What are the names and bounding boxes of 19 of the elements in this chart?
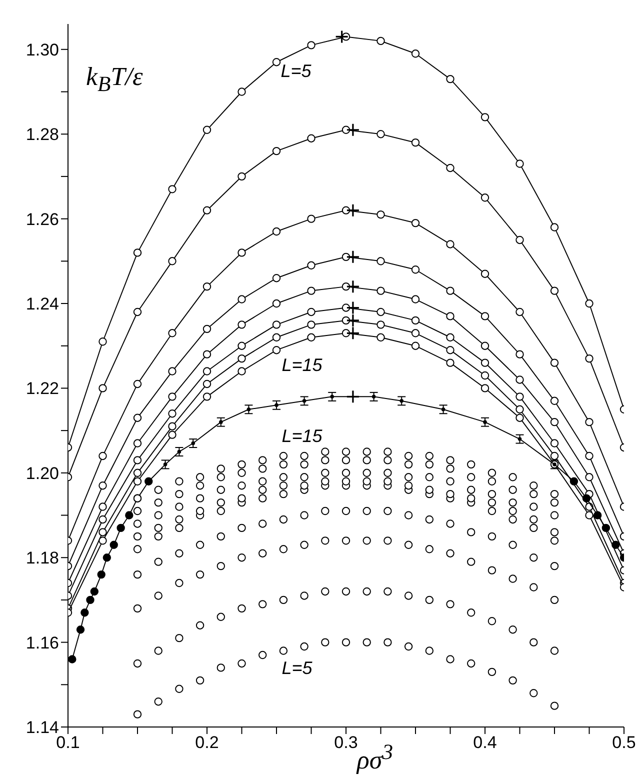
y-tick-label: 1.24 <box>26 294 59 314</box>
y-tick-label: 1.16 <box>26 633 59 652</box>
annotation: L=5 <box>280 658 314 679</box>
x-tick-label: 0.5 <box>612 733 636 752</box>
y-tick-label: 1.28 <box>26 125 59 144</box>
y-tick-label: 1.18 <box>26 548 59 568</box>
y-tick-label: 1.14 <box>26 718 59 738</box>
annotation: L=15 <box>280 355 324 376</box>
annotation: L=15 <box>280 426 324 447</box>
x-tick-label: 0.2 <box>195 733 219 752</box>
x-tick-label: 0.1 <box>56 733 80 752</box>
y-tick-label: 1.22 <box>26 379 59 398</box>
y-tick-label: 1.26 <box>26 210 59 229</box>
annotation: L=5 <box>280 61 312 82</box>
x-tick-label: 0.3 <box>334 733 358 752</box>
x-tick-label: 0.4 <box>473 733 497 752</box>
y-axis-title: k$_{B}$T/ε <box>86 62 143 98</box>
y-tick-label: 1.30 <box>26 40 59 60</box>
y-tick-label: 1.20 <box>26 464 59 483</box>
